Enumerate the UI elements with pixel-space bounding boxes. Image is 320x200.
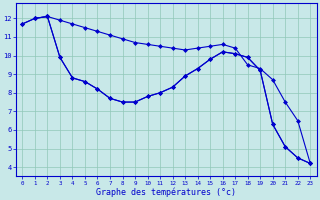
X-axis label: Graphe des températures (°c): Graphe des températures (°c) — [96, 187, 236, 197]
